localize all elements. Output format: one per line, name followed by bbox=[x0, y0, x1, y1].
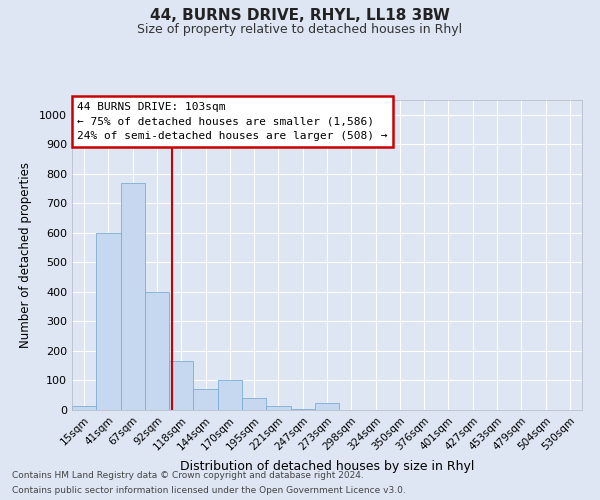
Bar bbox=[315, 402, 339, 410]
Text: Size of property relative to detached houses in Rhyl: Size of property relative to detached ho… bbox=[137, 22, 463, 36]
Bar bbox=[218, 380, 242, 410]
Text: 44, BURNS DRIVE, RHYL, LL18 3BW: 44, BURNS DRIVE, RHYL, LL18 3BW bbox=[150, 8, 450, 22]
Bar bbox=[121, 182, 145, 410]
Y-axis label: Number of detached properties: Number of detached properties bbox=[19, 162, 32, 348]
Bar bbox=[96, 233, 121, 410]
Bar bbox=[169, 362, 193, 410]
Bar bbox=[72, 406, 96, 410]
Bar bbox=[290, 408, 315, 410]
Bar bbox=[193, 390, 218, 410]
Bar bbox=[145, 292, 169, 410]
Text: Contains HM Land Registry data © Crown copyright and database right 2024.: Contains HM Land Registry data © Crown c… bbox=[12, 471, 364, 480]
Bar bbox=[242, 398, 266, 410]
Text: Contains public sector information licensed under the Open Government Licence v3: Contains public sector information licen… bbox=[12, 486, 406, 495]
Bar bbox=[266, 406, 290, 410]
Text: 44 BURNS DRIVE: 103sqm
← 75% of detached houses are smaller (1,586)
24% of semi-: 44 BURNS DRIVE: 103sqm ← 75% of detached… bbox=[77, 102, 388, 141]
X-axis label: Distribution of detached houses by size in Rhyl: Distribution of detached houses by size … bbox=[180, 460, 474, 473]
